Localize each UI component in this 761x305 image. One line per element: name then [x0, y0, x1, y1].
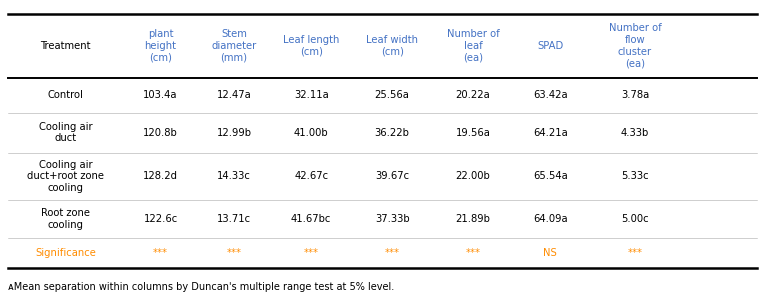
Text: Root zone
cooling: Root zone cooling	[41, 208, 91, 230]
Text: plant
height
(cm): plant height (cm)	[145, 29, 177, 62]
Text: 41.67bc: 41.67bc	[291, 214, 331, 224]
Text: 22.00b: 22.00b	[456, 171, 491, 181]
Text: 4.33b: 4.33b	[621, 128, 649, 138]
Text: 20.22a: 20.22a	[456, 90, 491, 100]
Text: 3.78a: 3.78a	[621, 90, 649, 100]
Text: ***: ***	[384, 248, 400, 258]
Text: 39.67c: 39.67c	[375, 171, 409, 181]
Text: Control: Control	[48, 90, 84, 100]
Text: Stem
diameter
(mm): Stem diameter (mm)	[212, 29, 256, 62]
Text: Cooling air
duct+root zone
cooling: Cooling air duct+root zone cooling	[27, 160, 104, 193]
Text: ***: ***	[153, 248, 168, 258]
Text: 36.22b: 36.22b	[374, 128, 409, 138]
Text: 12.99b: 12.99b	[216, 128, 251, 138]
Text: 122.6c: 122.6c	[143, 214, 177, 224]
Text: ***: ***	[628, 248, 642, 258]
Text: Leaf length
(cm): Leaf length (cm)	[283, 35, 339, 56]
Text: 12.47a: 12.47a	[217, 90, 251, 100]
Text: 103.4a: 103.4a	[143, 90, 178, 100]
Text: Cooling air
duct: Cooling air duct	[39, 122, 93, 143]
Text: 21.89b: 21.89b	[456, 214, 491, 224]
Text: 41.00b: 41.00b	[294, 128, 329, 138]
Text: 120.8b: 120.8b	[143, 128, 178, 138]
Text: 25.56a: 25.56a	[374, 90, 409, 100]
Text: 42.67c: 42.67c	[295, 171, 328, 181]
Text: Number of
flow
cluster
(ea): Number of flow cluster (ea)	[609, 23, 661, 68]
Text: NS: NS	[543, 248, 557, 258]
Text: 32.11a: 32.11a	[294, 90, 329, 100]
Text: 64.09a: 64.09a	[533, 214, 568, 224]
Text: 5.00c: 5.00c	[621, 214, 649, 224]
Text: 128.2d: 128.2d	[143, 171, 178, 181]
Text: 14.33c: 14.33c	[217, 171, 251, 181]
Text: 5.33c: 5.33c	[621, 171, 649, 181]
Text: 65.54a: 65.54a	[533, 171, 568, 181]
Text: 37.33b: 37.33b	[375, 214, 409, 224]
Text: 63.42a: 63.42a	[533, 90, 568, 100]
Text: 19.56a: 19.56a	[456, 128, 491, 138]
Text: Leaf width
(cm): Leaf width (cm)	[366, 35, 418, 56]
Text: ᴀMean separation within columns by Duncan's multiple range test at 5% level.: ᴀMean separation within columns by Dunca…	[8, 282, 394, 292]
Text: 13.71c: 13.71c	[217, 214, 251, 224]
Text: ***: ***	[227, 248, 241, 258]
Text: 64.21a: 64.21a	[533, 128, 568, 138]
Text: Significance: Significance	[35, 248, 96, 258]
Text: SPAD: SPAD	[537, 41, 563, 51]
Text: ***: ***	[466, 248, 481, 258]
Text: ***: ***	[304, 248, 319, 258]
Text: Number of
leaf
(ea): Number of leaf (ea)	[447, 29, 499, 62]
Text: Treatment: Treatment	[40, 41, 91, 51]
